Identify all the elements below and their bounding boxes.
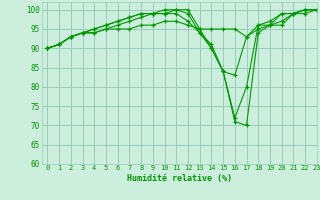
X-axis label: Humidité relative (%): Humidité relative (%) bbox=[127, 174, 232, 183]
